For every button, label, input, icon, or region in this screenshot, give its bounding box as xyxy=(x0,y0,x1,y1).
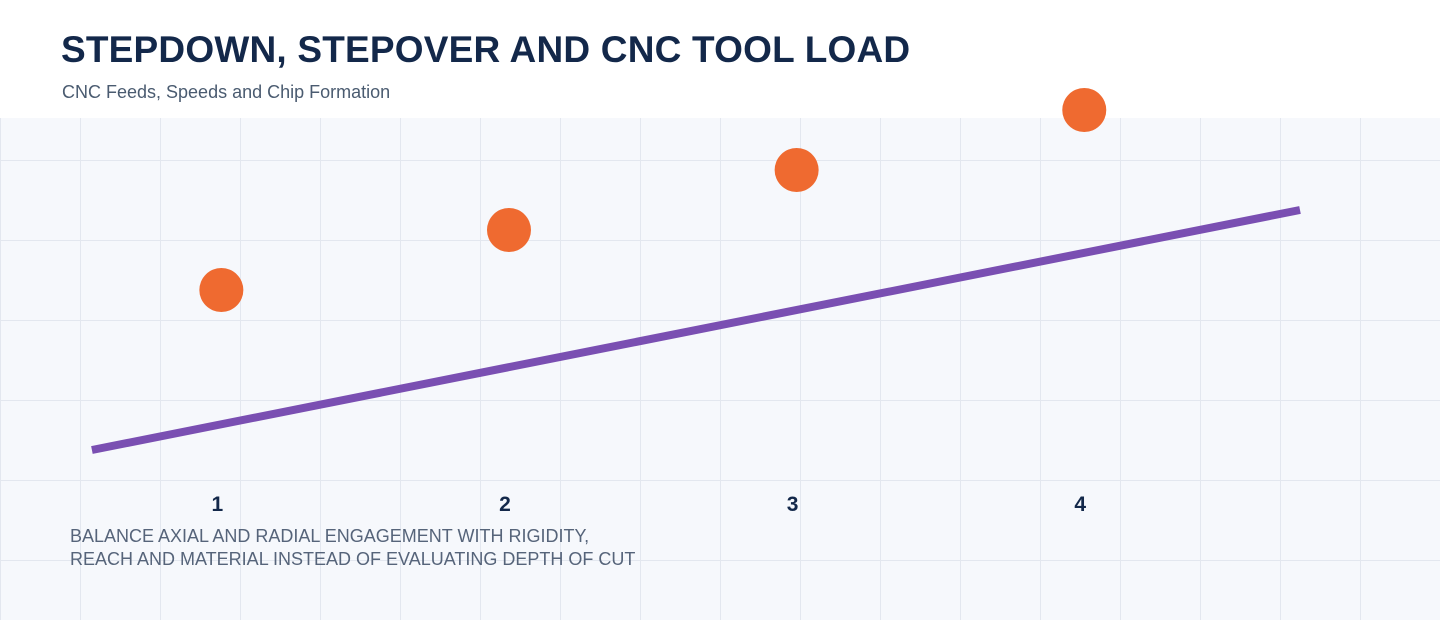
chart-subtitle: CNC Feeds, Speeds and Chip Formation xyxy=(62,82,391,102)
trend-line xyxy=(91,206,1301,454)
x-tick-label-1: 1 xyxy=(212,493,224,516)
x-tick-label-2: 2 xyxy=(499,493,511,516)
chart-caption: BALANCE AXIAL AND RADIAL ENGAGEMENT WITH… xyxy=(70,526,636,569)
data-point-1 xyxy=(199,268,244,312)
chart-title: STEPDOWN, STEPOVER AND CNC TOOL LOAD xyxy=(61,29,911,70)
trend-layer xyxy=(91,206,1301,454)
x-tick-label-3: 3 xyxy=(787,493,799,516)
chart-header: STEPDOWN, STEPOVER AND CNC TOOL LOAD CNC… xyxy=(0,0,1440,118)
tick-layer: 1 2 3 4 xyxy=(212,493,1087,516)
point-layer xyxy=(199,88,1107,312)
x-tick-label-4: 4 xyxy=(1074,493,1086,516)
data-point-2 xyxy=(486,208,531,252)
plot-area xyxy=(0,118,1440,620)
data-point-4 xyxy=(1062,88,1107,132)
data-point-3 xyxy=(774,148,819,192)
